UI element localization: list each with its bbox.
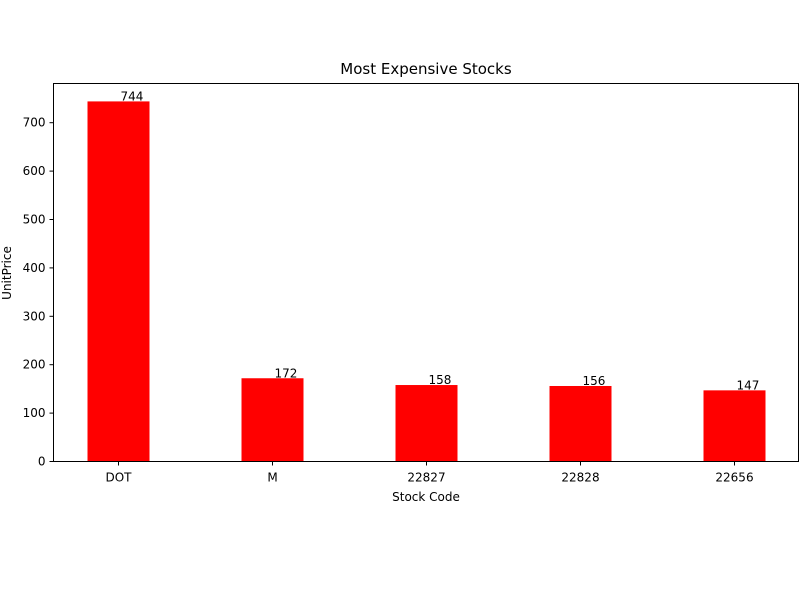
y-tick-label-400: 400 [23,261,46,275]
chart-title: Most Expensive Stocks [340,60,512,78]
y-tick-label-700: 700 [23,116,46,130]
y-axis-ticks: 0 100 200 300 400 500 600 700 [23,116,54,469]
data-labels-group: 744 172 158 156 147 [121,89,760,392]
bar-22827 [395,385,458,462]
y-tick-label-500: 500 [23,213,46,227]
y-tick-label-600: 600 [23,164,46,178]
x-axis-label: Stock Code [392,490,460,504]
y-axis-label: UnitPrice [0,246,14,300]
x-tick-label-22656: 22656 [715,471,753,485]
y-tick-label-200: 200 [23,358,46,372]
x-tick-label-M: M [267,471,277,485]
x-axis-ticks: DOT M 22827 22828 22656 [105,461,754,485]
y-tick-label-300: 300 [23,309,46,323]
data-label-22827: 158 [429,373,452,387]
x-tick-label-22827: 22827 [407,471,445,485]
x-tick-label-22828: 22828 [561,471,599,485]
bars-group [87,101,766,462]
bar-DOT [87,101,150,462]
data-label-DOT: 744 [121,89,144,103]
y-tick-label-0: 0 [38,455,46,469]
data-label-M: 172 [275,366,298,380]
bar-22828 [549,385,612,462]
data-label-22656: 147 [737,378,760,392]
plot-frame [53,83,799,462]
y-tick-label-100: 100 [23,406,46,420]
bar-22656 [703,390,766,462]
bar-M [241,378,304,462]
x-tick-label-DOT: DOT [105,471,132,485]
data-label-22828: 156 [583,374,606,388]
